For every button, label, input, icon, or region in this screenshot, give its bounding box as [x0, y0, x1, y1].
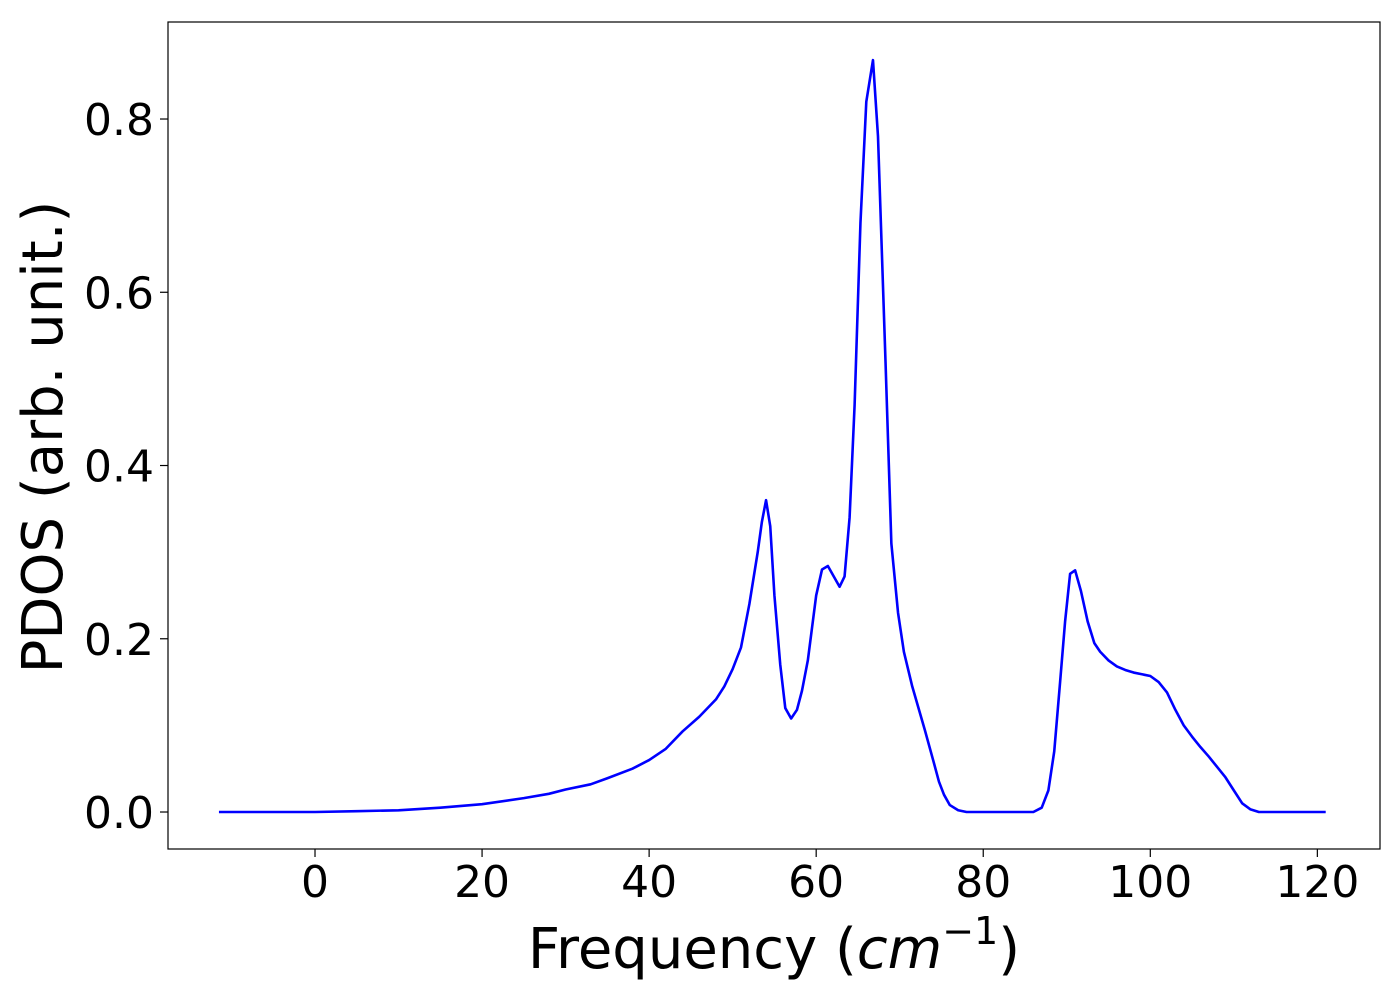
y-tick-label: 0.0	[84, 788, 154, 839]
x-tick-label: 80	[955, 857, 1011, 908]
x-tick-label: 40	[621, 857, 677, 908]
y-axis-label: PDOS (arb. unit.)	[11, 201, 76, 674]
x-tick-label: 100	[1108, 857, 1192, 908]
y-tick-label: 0.6	[84, 268, 154, 319]
x-tick-label: 120	[1275, 857, 1359, 908]
x-axis-label: Frequency (cm−1)	[528, 909, 1020, 982]
x-tick-label: 60	[788, 857, 844, 908]
data-line	[218, 58, 1326, 814]
plot-frame	[167, 21, 1381, 850]
x-tick-label: 20	[454, 857, 510, 908]
x-tick-label: 0	[301, 857, 329, 908]
y-tick-label: 0.2	[84, 615, 154, 666]
y-tick-label: 0.4	[84, 442, 154, 493]
y-tick-label: 0.8	[84, 95, 154, 146]
